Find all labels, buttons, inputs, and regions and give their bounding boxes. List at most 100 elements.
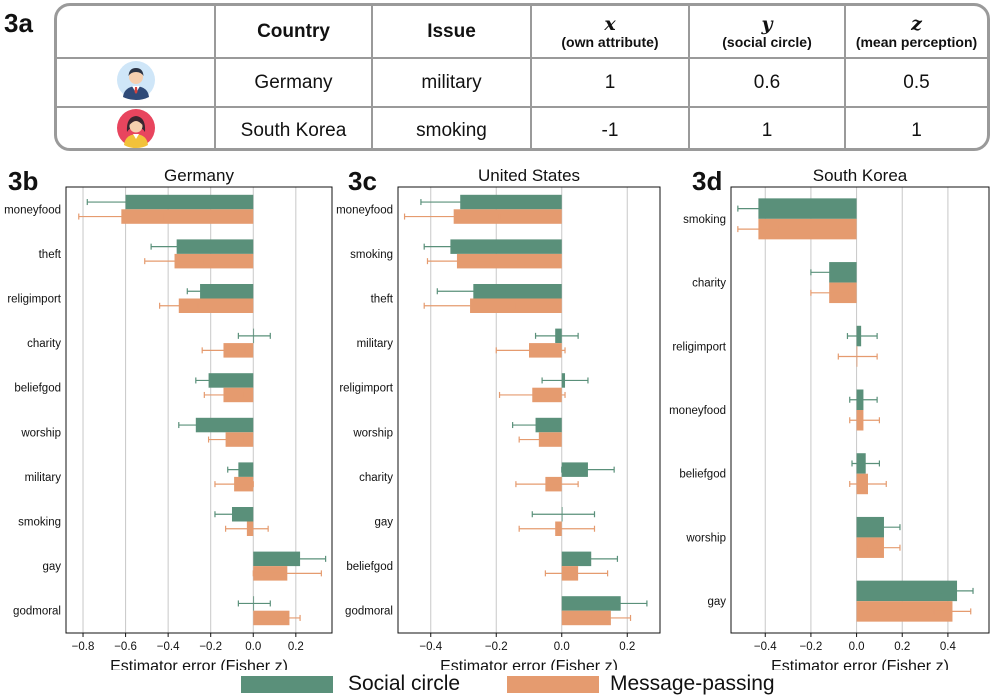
settings-table: Country Issue x (own attribute) y (socia… — [54, 3, 990, 151]
category-label-gay: gay — [374, 517, 393, 529]
avatar-cell — [57, 57, 216, 108]
header-y: y (social circle) — [688, 6, 846, 59]
social-circle-bar-theft — [176, 239, 254, 254]
category-label-moneyfood: moneyfood — [336, 204, 393, 216]
x-axis-label: Estimator error (Fisher z) — [771, 658, 949, 670]
row-1-issue: military — [371, 57, 532, 108]
row-1-y: 0.6 — [688, 57, 846, 108]
x-axis-label: Estimator error (Fisher z) — [110, 658, 288, 670]
chart-panel-1: moneyfood theft religimport charity beliefgo… — [4, 166, 333, 670]
row-2-country: South Korea — [214, 106, 373, 148]
category-label-charity: charity — [692, 278, 726, 290]
category-label-smoking: smoking — [18, 517, 61, 529]
chart-title: Germany — [164, 166, 234, 185]
category-label-beliefgod: beliefgod — [346, 561, 393, 573]
legend: Social circle Message-passing — [0, 670, 996, 697]
row-1-z: 0.5 — [844, 57, 987, 108]
row-2-x: -1 — [530, 106, 690, 148]
category-label-beliefgod: beliefgod — [679, 469, 726, 481]
message-passing-bar-moneyfood — [121, 209, 254, 224]
chart-title: United States — [478, 166, 580, 185]
x-tick-label: −0.2 — [485, 641, 508, 653]
message-passing-bar-godmoral — [561, 610, 611, 626]
x-tick-label: −0.6 — [114, 641, 137, 653]
social-circle-bar-beliefgod — [208, 373, 254, 388]
category-label-religimport: religimport — [7, 294, 61, 306]
x-tick-label: −0.4 — [419, 641, 442, 653]
header-z: z (mean perception) — [844, 6, 987, 59]
category-label-godmoral: godmoral — [345, 606, 393, 618]
category-label-charity: charity — [359, 472, 393, 484]
header-x-var: x — [604, 12, 616, 35]
message-passing-bar-godmoral — [253, 610, 290, 626]
category-label-charity: charity — [27, 338, 61, 350]
legend-label-message: Message-passing — [610, 672, 775, 695]
plot-frame — [397, 186, 661, 634]
message-passing-bar-moneyfood — [453, 209, 562, 224]
header-y-sub: (social circle) — [722, 33, 812, 50]
category-label-smoking: smoking — [350, 249, 393, 261]
category-label-military: military — [357, 338, 394, 350]
table-row: Germany military 1 0.6 0.5 — [57, 57, 987, 108]
charts-area: moneyfood theft religimport charity beliefgo… — [4, 166, 990, 670]
social-circle-bar-moneyfood — [125, 194, 254, 210]
row-2-z: 1 — [844, 106, 987, 148]
row-2-y: 1 — [688, 106, 846, 148]
header-z-var: z — [911, 12, 922, 35]
female-avatar-icon — [116, 109, 155, 148]
header-issue: Issue — [371, 6, 532, 59]
message-passing-bar-theft — [174, 253, 254, 269]
panel-label-a: 3a — [4, 8, 33, 38]
row-2-issue: smoking — [371, 106, 532, 148]
x-tick-label: −0.8 — [72, 641, 95, 653]
social-circle-bar-smoking — [450, 239, 562, 254]
header-x-sub: (own attribute) — [561, 33, 659, 50]
social-circle-bar-godmoral — [561, 596, 621, 611]
x-tick-label: 0.0 — [245, 641, 261, 653]
panel-label-b: 3b — [8, 166, 39, 196]
plot-frame — [730, 186, 990, 634]
chart-panel-2: moneyfood smoking theft military religimport… — [336, 166, 661, 670]
category-label-theft: theft — [39, 249, 62, 261]
header-z-sub: (mean perception) — [855, 33, 978, 50]
x-tick-label: −0.2 — [800, 641, 823, 653]
x-tick-label: 0.4 — [940, 641, 957, 653]
category-label-worship: worship — [685, 532, 726, 544]
x-tick-label: 0.2 — [288, 641, 304, 653]
category-label-moneyfood: moneyfood — [4, 204, 61, 216]
social-circle-bar-moneyfood — [460, 194, 562, 210]
x-tick-label: −0.4 — [157, 641, 180, 653]
legend-swatch-social — [241, 676, 333, 693]
x-tick-label: 0.0 — [849, 641, 865, 653]
legend-label-social: Social circle — [348, 672, 461, 695]
category-label-smoking: smoking — [683, 214, 726, 226]
x-tick-label: 0.2 — [894, 641, 910, 653]
category-label-military: military — [25, 472, 62, 484]
chart-title: South Korea — [813, 166, 908, 185]
category-label-gay: gay — [707, 596, 726, 608]
social-circle-bar-gay — [856, 580, 958, 602]
x-tick-label: −0.2 — [199, 641, 222, 653]
message-passing-bar-gay — [856, 601, 953, 622]
social-circle-bar-smoking — [758, 198, 857, 219]
chart-panel-3: smoking charity religimport moneyfood belief… — [669, 166, 990, 670]
social-circle-bar-religimport — [200, 284, 254, 299]
message-passing-bar-smoking — [758, 218, 857, 240]
category-label-religimport: religimport — [339, 383, 393, 395]
row-1-country: Germany — [214, 57, 373, 108]
x-tick-label: −0.4 — [754, 641, 777, 653]
table-corner-cell — [57, 6, 216, 59]
plot-frame — [65, 186, 333, 634]
header-country: Country — [214, 6, 373, 59]
table-row: South Korea smoking -1 1 1 — [57, 106, 987, 148]
social-circle-bar-theft — [473, 284, 562, 299]
avatar-cell — [57, 106, 216, 148]
message-passing-bar-smoking — [456, 253, 562, 269]
x-tick-label: 0.0 — [554, 641, 570, 653]
x-axis-label: Estimator error (Fisher z) — [440, 658, 618, 670]
legend-swatch-message — [507, 676, 599, 693]
category-label-godmoral: godmoral — [13, 606, 61, 618]
male-avatar-icon — [116, 61, 155, 100]
category-label-religimport: religimport — [672, 341, 726, 353]
category-label-moneyfood: moneyfood — [669, 405, 726, 417]
